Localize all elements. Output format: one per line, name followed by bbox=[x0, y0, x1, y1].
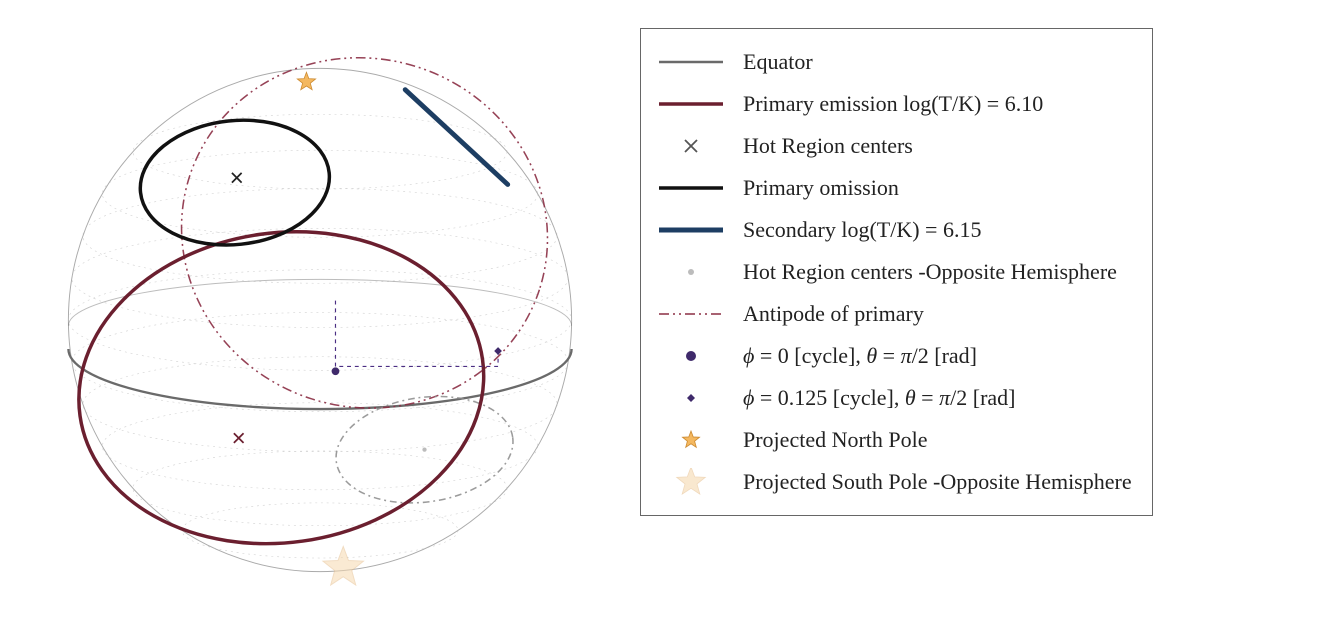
legend-row: Primary omission bbox=[655, 167, 1132, 209]
legend-row: Equator bbox=[655, 41, 1132, 83]
legend-swatch bbox=[655, 216, 727, 244]
legend-swatch bbox=[655, 174, 727, 202]
legend-swatch bbox=[655, 426, 727, 454]
legend-swatch bbox=[655, 258, 727, 286]
legend-label: Primary omission bbox=[743, 175, 899, 201]
legend-swatch bbox=[655, 132, 727, 160]
legend-label: Antipode of primary bbox=[743, 301, 924, 327]
legend-label: Projected South Pole -Opposite Hemispher… bbox=[743, 469, 1132, 495]
legend-swatch bbox=[655, 468, 727, 496]
legend-label: ϕ = 0.125 [cycle], θ = π/2 [rad] bbox=[743, 385, 1015, 411]
legend-row: Secondary log(T/K) = 6.15 bbox=[655, 209, 1132, 251]
legend-row: Projected North Pole bbox=[655, 419, 1132, 461]
legend-row: Hot Region centers bbox=[655, 125, 1132, 167]
legend-label: Projected North Pole bbox=[743, 427, 928, 453]
legend-swatch bbox=[655, 90, 727, 118]
legend-swatch bbox=[655, 48, 727, 76]
legend-row: Projected South Pole -Opposite Hemispher… bbox=[655, 461, 1132, 503]
legend-label: Secondary log(T/K) = 6.15 bbox=[743, 217, 981, 243]
legend-label: ϕ = 0 [cycle], θ = π/2 [rad] bbox=[743, 343, 977, 369]
legend-row: Antipode of primary bbox=[655, 293, 1132, 335]
legend-label: Equator bbox=[743, 49, 813, 75]
legend-row: Primary emission log(T/K) = 6.10 bbox=[655, 83, 1132, 125]
legend-row: Hot Region centers -Opposite Hemisphere bbox=[655, 251, 1132, 293]
legend-row: ϕ = 0.125 [cycle], θ = π/2 [rad] bbox=[655, 377, 1132, 419]
legend-label: Primary emission log(T/K) = 6.10 bbox=[743, 91, 1043, 117]
legend-label: Hot Region centers bbox=[743, 133, 913, 159]
legend-swatch bbox=[655, 342, 727, 370]
legend-swatch bbox=[655, 384, 727, 412]
legend-label: Hot Region centers -Opposite Hemisphere bbox=[743, 259, 1117, 285]
legend-swatch bbox=[655, 300, 727, 328]
legend-box: Equator Primary emission log(T/K) = 6.10 H… bbox=[640, 28, 1153, 516]
legend-row: ϕ = 0 [cycle], θ = π/2 [rad] bbox=[655, 335, 1132, 377]
sphere-figure bbox=[20, 20, 620, 620]
